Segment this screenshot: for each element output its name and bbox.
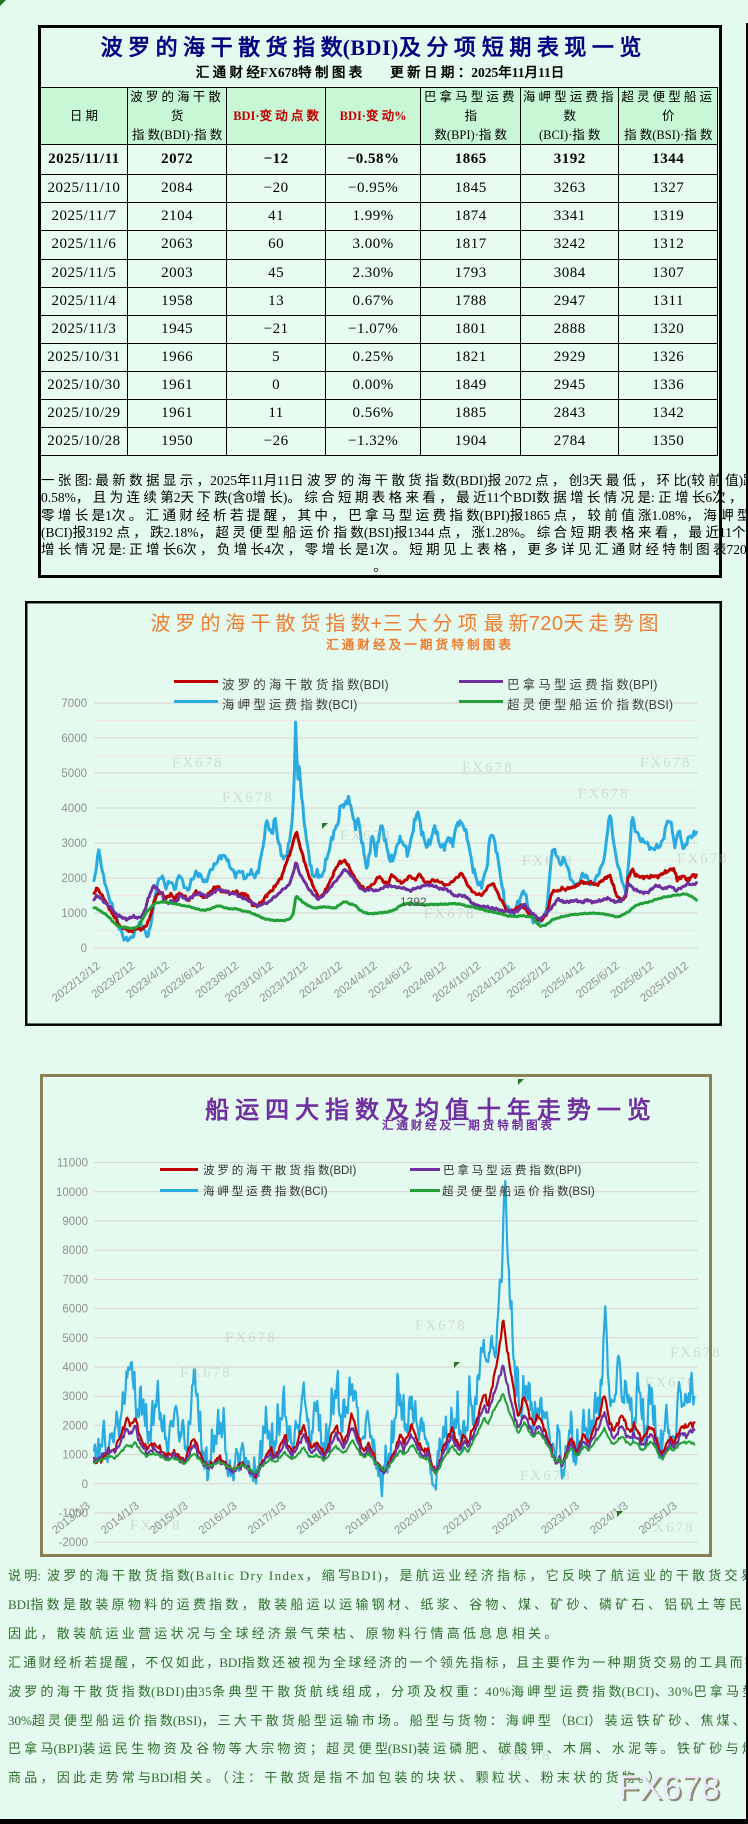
svg-text:2019/1/3: 2019/1/3: [344, 1500, 387, 1537]
svg-text:3000: 3000: [61, 838, 87, 850]
svg-text:5000: 5000: [62, 1333, 88, 1345]
svg-text:2020/1/3: 2020/1/3: [392, 1500, 435, 1537]
svg-text:-1000: -1000: [59, 1508, 88, 1520]
svg-text:2018/1/3: 2018/1/3: [295, 1500, 338, 1537]
svg-text:6000: 6000: [61, 733, 87, 745]
svg-text:4000: 4000: [61, 803, 87, 815]
svg-text:5000: 5000: [61, 768, 87, 780]
svg-text:-2000: -2000: [59, 1537, 88, 1549]
svg-text:2022/1/3: 2022/1/3: [490, 1500, 533, 1537]
svg-text:2024/1/3: 2024/1/3: [588, 1500, 631, 1537]
svg-text:4000: 4000: [62, 1362, 88, 1374]
svg-text:2016/1/3: 2016/1/3: [197, 1500, 240, 1537]
svg-text:2000: 2000: [61, 873, 87, 885]
svg-text:2017/1/3: 2017/1/3: [246, 1500, 289, 1537]
svg-text:1000: 1000: [61, 908, 87, 920]
svg-text:2000: 2000: [62, 1420, 88, 1432]
svg-text:6000: 6000: [62, 1304, 88, 1316]
svg-text:0: 0: [81, 943, 87, 955]
svg-text:9000: 9000: [62, 1216, 88, 1228]
svg-text:3000: 3000: [62, 1391, 88, 1403]
svg-text:7000: 7000: [62, 1274, 88, 1286]
svg-text:2023/1/3: 2023/1/3: [539, 1500, 582, 1537]
svg-text:1000: 1000: [62, 1450, 88, 1462]
svg-text:8000: 8000: [62, 1245, 88, 1257]
svg-text:2021/1/3: 2021/1/3: [441, 1500, 484, 1537]
svg-text:11000: 11000: [57, 1158, 88, 1170]
svg-text:7000: 7000: [61, 698, 87, 710]
svg-text:10000: 10000: [56, 1187, 88, 1199]
svg-text:0: 0: [82, 1479, 88, 1491]
